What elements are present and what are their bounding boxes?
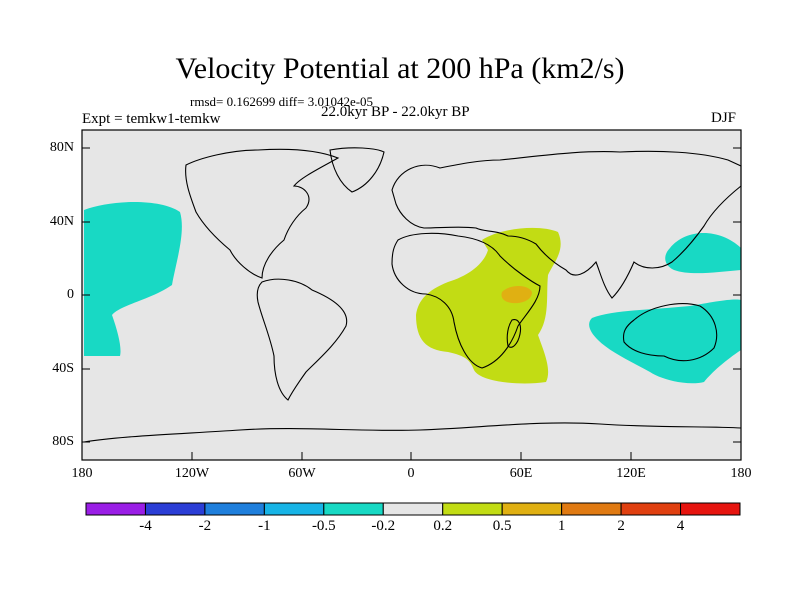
- colorbar-label: 2: [617, 518, 625, 534]
- colorbar-swatch: [85, 502, 146, 516]
- australia-anomaly: [589, 299, 741, 384]
- colorbar-label: -1: [258, 518, 271, 534]
- colorbar-swatch: [561, 502, 622, 516]
- experiment-label: Expt = temkw1-temkw: [82, 111, 221, 127]
- map-background: [82, 130, 741, 460]
- coastlines: [83, 147, 742, 443]
- antarctica-coastline: [83, 422, 742, 443]
- colorbar-label: -0.5: [311, 518, 336, 534]
- colorbar-label: -2: [198, 518, 212, 534]
- colorbar-label: -4: [139, 518, 152, 534]
- x-tick-label: 60W: [288, 466, 316, 481]
- colorbar-label: 4: [676, 518, 685, 534]
- colorbar-label: 1: [557, 518, 566, 534]
- greenland-coastline: [329, 147, 385, 193]
- colorbar-label: 0.2: [433, 518, 453, 534]
- south-america-coastline: [256, 278, 348, 401]
- period-label: 22.0kyr BP - 22.0kyr BP: [321, 104, 470, 120]
- north-america-coastline: [185, 148, 340, 279]
- y-tick-label: 40N: [49, 214, 74, 229]
- colorbar-swatch: [323, 502, 384, 516]
- plot-title: Velocity Potential at 200 hPa (km2/s): [175, 52, 625, 85]
- colorbar-label: 0.5: [492, 518, 512, 534]
- colorbar-swatch: [382, 502, 444, 516]
- colorbar: [85, 502, 741, 516]
- colorbar-swatch: [442, 502, 503, 516]
- madagascar-coastline: [506, 319, 522, 348]
- eurasia-coastline: [391, 150, 742, 299]
- east-africa-maximum: [501, 286, 532, 304]
- y-tick-label: 80N: [49, 140, 74, 155]
- x-tick-label: 180: [71, 466, 93, 481]
- colorbar-swatch: [263, 502, 325, 516]
- australia-coastline: [622, 303, 718, 362]
- colorbar-swatch: [501, 502, 563, 516]
- x-tick-label: 60E: [509, 466, 533, 481]
- colorbar-swatch: [680, 502, 741, 516]
- west-pacific-anomaly: [665, 233, 741, 274]
- x-tick-label: 180: [730, 466, 752, 481]
- x-tick-label: 120W: [174, 466, 210, 481]
- colorbar-label: -0.2: [371, 518, 396, 534]
- colorbar-swatch: [204, 502, 265, 516]
- y-tick-marks: [82, 147, 741, 443]
- y-tick-label: 40S: [52, 361, 74, 376]
- y-tick-label: 80S: [52, 434, 74, 449]
- central-pacific-anomaly: [84, 202, 182, 356]
- colorbar-swatch: [620, 502, 682, 516]
- season-label: DJF: [711, 110, 737, 126]
- x-tick-label: 120E: [616, 466, 646, 481]
- africa-anomaly: [416, 227, 561, 384]
- colorbar-swatch: [144, 502, 206, 516]
- stats-text: rmsd= 0.162699 diff= 3.01042e-05: [190, 94, 374, 109]
- y-tick-label: 0: [67, 287, 74, 302]
- africa-coastline: [391, 232, 541, 369]
- x-tick-marks: [81, 452, 742, 460]
- x-tick-label: 0: [407, 466, 415, 481]
